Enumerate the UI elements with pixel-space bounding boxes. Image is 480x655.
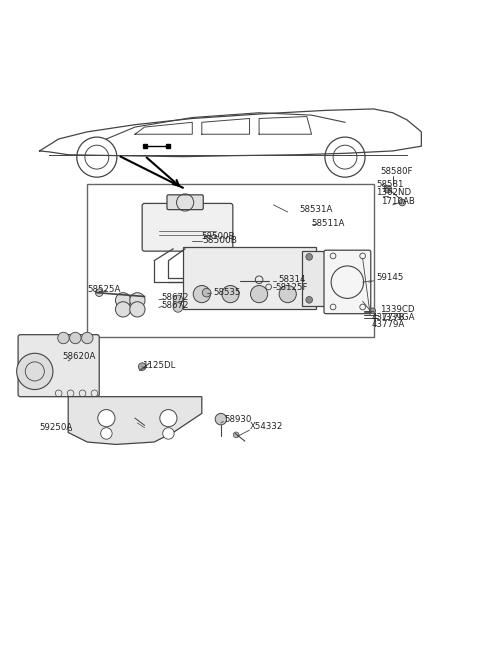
Text: 58930: 58930	[225, 415, 252, 424]
Text: 58535: 58535	[214, 288, 241, 297]
FancyBboxPatch shape	[142, 204, 233, 251]
Text: 58500B: 58500B	[202, 236, 237, 245]
Circle shape	[215, 413, 227, 425]
Circle shape	[384, 185, 392, 193]
Circle shape	[325, 297, 332, 303]
Text: 58314: 58314	[278, 275, 306, 284]
Bar	[87, 184, 373, 337]
Circle shape	[233, 432, 239, 438]
Text: 58672: 58672	[161, 301, 189, 310]
Circle shape	[306, 253, 312, 260]
Text: 58581: 58581	[376, 180, 404, 189]
Circle shape	[116, 302, 131, 317]
Text: 1339CD: 1339CD	[380, 305, 414, 314]
Circle shape	[17, 353, 53, 390]
Text: 58125F: 58125F	[276, 284, 308, 292]
Text: 1125DL: 1125DL	[142, 361, 176, 370]
Circle shape	[173, 295, 183, 305]
FancyBboxPatch shape	[18, 335, 99, 397]
Circle shape	[251, 286, 268, 303]
Text: X54332: X54332	[250, 422, 283, 431]
Text: 59145: 59145	[376, 273, 403, 282]
Circle shape	[370, 308, 375, 314]
FancyBboxPatch shape	[324, 250, 371, 314]
Circle shape	[202, 288, 211, 297]
Circle shape	[96, 289, 103, 297]
Circle shape	[130, 302, 145, 317]
Circle shape	[279, 286, 296, 303]
Circle shape	[399, 199, 406, 206]
Circle shape	[130, 293, 145, 308]
Circle shape	[82, 332, 93, 344]
Polygon shape	[68, 397, 202, 445]
Circle shape	[325, 253, 332, 260]
Circle shape	[222, 286, 239, 303]
Text: 43777B: 43777B	[371, 312, 405, 322]
Circle shape	[306, 297, 312, 303]
Circle shape	[160, 409, 177, 427]
Circle shape	[138, 363, 146, 371]
Circle shape	[101, 428, 112, 439]
FancyBboxPatch shape	[183, 248, 316, 309]
Text: 58672: 58672	[161, 293, 189, 302]
Text: 43779A: 43779A	[371, 320, 405, 329]
Text: 58525A: 58525A	[87, 285, 120, 294]
Circle shape	[98, 409, 115, 427]
Text: 1710AB: 1710AB	[381, 196, 415, 206]
Text: 58531A: 58531A	[300, 204, 333, 214]
FancyBboxPatch shape	[167, 195, 203, 210]
Text: 1339GA: 1339GA	[380, 312, 414, 322]
Text: 58620A: 58620A	[62, 352, 96, 361]
Text: 58580F: 58580F	[381, 167, 413, 176]
Text: 58500B: 58500B	[202, 233, 235, 241]
Circle shape	[58, 332, 69, 344]
Circle shape	[70, 332, 81, 344]
Text: 59250A: 59250A	[39, 423, 73, 432]
Circle shape	[193, 286, 210, 303]
Text: 58511A: 58511A	[312, 219, 345, 228]
Circle shape	[116, 293, 131, 308]
FancyBboxPatch shape	[302, 251, 331, 306]
Circle shape	[163, 428, 174, 439]
Circle shape	[173, 303, 183, 312]
Text: 1362ND: 1362ND	[376, 188, 411, 197]
